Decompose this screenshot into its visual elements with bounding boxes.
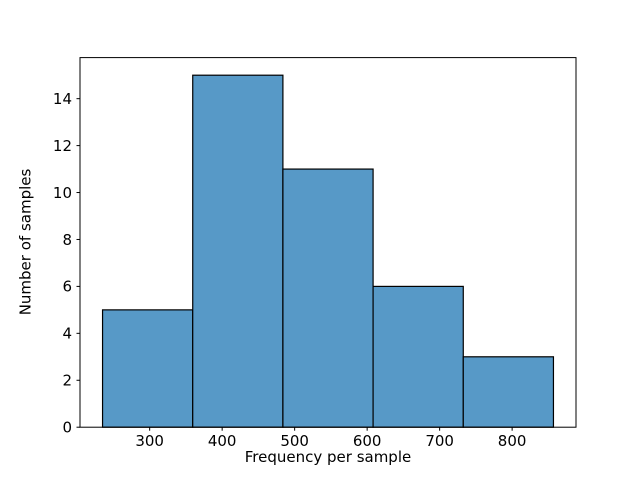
x-tick-label: 400 bbox=[208, 432, 237, 450]
y-tick-label: 0 bbox=[62, 419, 72, 437]
y-tick-label: 6 bbox=[62, 278, 72, 296]
x-tick-label: 500 bbox=[280, 432, 309, 450]
y-tick-label: 14 bbox=[53, 90, 72, 108]
y-tick-label: 12 bbox=[53, 137, 72, 155]
x-tick-label: 800 bbox=[498, 432, 527, 450]
y-tick-label: 10 bbox=[53, 184, 72, 202]
x-axis-label: Frequency per sample bbox=[244, 448, 412, 466]
y-tick-label: 8 bbox=[62, 231, 72, 249]
histogram-bar bbox=[372, 285, 464, 428]
histogram-bar bbox=[282, 168, 374, 428]
histogram-bar bbox=[101, 309, 194, 428]
x-tick-label: 700 bbox=[425, 432, 454, 450]
y-axis-label: Number of samples bbox=[16, 168, 35, 316]
x-tick-label: 300 bbox=[135, 432, 164, 450]
y-tick-label: 2 bbox=[62, 372, 72, 390]
x-tick-label: 600 bbox=[353, 432, 382, 450]
plot-border bbox=[79, 57, 577, 428]
histogram-bar bbox=[462, 356, 555, 428]
histogram-bar bbox=[192, 74, 284, 428]
y-tick-label: 4 bbox=[62, 325, 72, 343]
